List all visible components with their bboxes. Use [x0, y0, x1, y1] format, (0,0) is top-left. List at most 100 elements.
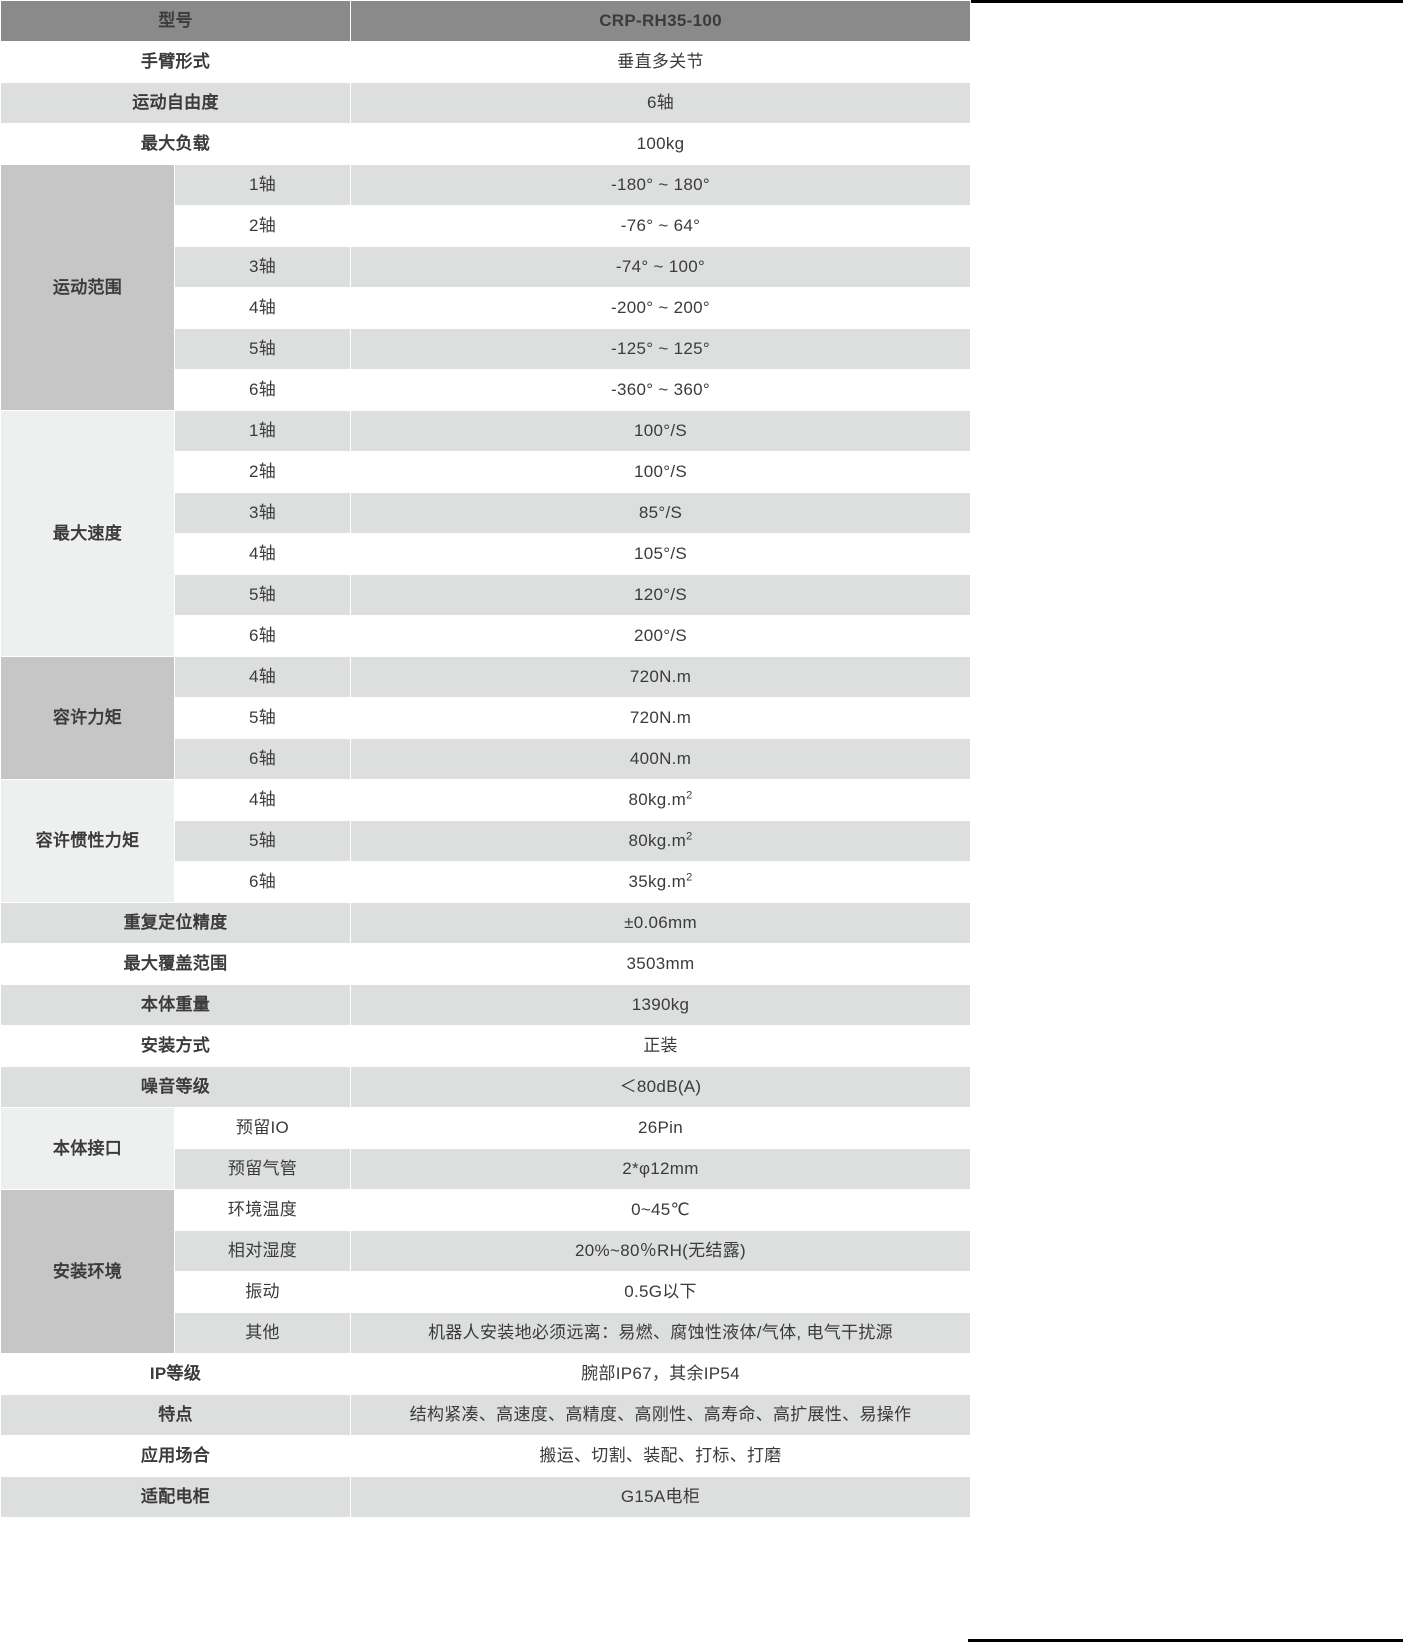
table-row: 容许力矩 4轴 720N.m — [1, 657, 971, 779]
row-value-cell: 80kg.m2 — [351, 780, 971, 820]
row-sublabel-cell: 预留气管 — [175, 1149, 351, 1189]
row-value-cell: ＜80dB(A) — [351, 1067, 971, 1107]
table-row: 振动 0.5G以下 — [1, 1272, 971, 1312]
row-value-cell: 0~45℃ — [351, 1190, 971, 1230]
row-value-cell: 3503mm — [351, 944, 971, 984]
row-sublabel-cell: 6轴 — [175, 862, 351, 902]
row-label-cell: 特点 — [1, 1395, 351, 1435]
row-value-cell: 100kg — [351, 124, 971, 164]
table-row: IP等级 腕部IP67，其余IP54 — [1, 1354, 971, 1394]
table-row: 5轴 -125° ~ 125° — [1, 329, 971, 369]
row-sublabel-cell: 4轴 — [175, 534, 351, 574]
table-row: 6轴 400N.m — [1, 739, 971, 779]
table-row: 5轴 80kg.m2 — [1, 821, 971, 861]
row-value-cell: 26Pin — [351, 1108, 971, 1148]
group-label-cell: 本体接口 — [1, 1108, 174, 1189]
row-value-cell: 100°/S — [351, 452, 971, 492]
table-row: 应用场合 搬运、切割、装配、打标、打磨 — [1, 1436, 971, 1476]
page-edge-artifact-top — [968, 0, 1403, 3]
table-row: 相对湿度 20%~80％RH(无结露) — [1, 1231, 971, 1271]
group-label-cell: 容许力矩 — [1, 657, 174, 779]
row-sublabel-cell: 环境温度 — [175, 1190, 351, 1230]
table-row: 本体接口 预留IO 26Pin — [1, 1108, 971, 1189]
table-row: 5轴 720N.m — [1, 698, 971, 738]
row-value-cell: ±0.06mm — [351, 903, 971, 943]
row-value-cell: -125° ~ 125° — [351, 329, 971, 369]
row-value-cell: -76° ~ 64° — [351, 206, 971, 246]
table-row: 适配电柜 G15A电柜 — [1, 1477, 971, 1517]
row-sublabel-cell: 5轴 — [175, 329, 351, 369]
row-value-cell: 20%~80％RH(无结露) — [351, 1231, 971, 1271]
row-sublabel-cell: 相对湿度 — [175, 1231, 351, 1271]
row-sublabel-cell: 其他 — [175, 1313, 351, 1353]
row-sublabel-cell: 振动 — [175, 1272, 351, 1312]
table-row: 5轴 120°/S — [1, 575, 971, 615]
row-value-cell: -200° ~ 200° — [351, 288, 971, 328]
row-value-cell: 85°/S — [351, 493, 971, 533]
table-row: 运动自由度 6轴 — [1, 83, 971, 123]
table-row: 2轴 100°/S — [1, 452, 971, 492]
row-sublabel-cell: 1轴 — [175, 411, 351, 451]
row-value-cell: 搬运、切割、装配、打标、打磨 — [351, 1436, 971, 1476]
table-row: 特点 结构紧凑、高速度、高精度、高刚性、高寿命、高扩展性、易操作 — [1, 1395, 971, 1435]
row-value-cell: 1390kg — [351, 985, 971, 1025]
row-value-cell: 720N.m — [351, 698, 971, 738]
row-value-cell: 720N.m — [351, 657, 971, 697]
row-value-cell: 2*φ12mm — [351, 1149, 971, 1189]
header-model-cell: CRP-RH35-100 — [351, 1, 971, 41]
table-row: 6轴 35kg.m2 — [1, 862, 971, 902]
row-sublabel-cell: 6轴 — [175, 370, 351, 410]
table-row: 最大负载 100kg — [1, 124, 971, 164]
row-sublabel-cell: 4轴 — [175, 780, 351, 820]
row-label-cell: 最大覆盖范围 — [1, 944, 351, 984]
table-row: 本体重量 1390kg — [1, 985, 971, 1025]
row-value-cell: 200°/S — [351, 616, 971, 656]
row-sublabel-cell: 5轴 — [175, 575, 351, 615]
group-label-cell: 安装环境 — [1, 1190, 174, 1353]
spec-table-body: 型号 CRP-RH35-100 手臂形式 垂直多关节 运动自由度 6轴 最大负载 100kg 运… — [1, 1, 971, 1517]
row-sublabel-cell: 1轴 — [175, 165, 351, 205]
header-label-cell: 型号 — [1, 1, 351, 41]
row-value-cell: 105°/S — [351, 534, 971, 574]
row-label-cell: 手臂形式 — [1, 42, 351, 82]
table-row: 重复定位精度 ±0.06mm — [1, 903, 971, 943]
table-row: 最大覆盖范围 3503mm — [1, 944, 971, 984]
row-label-cell: 应用场合 — [1, 1436, 351, 1476]
row-label-cell: 重复定位精度 — [1, 903, 351, 943]
table-row: 其他 机器人安装地必须远离：易燃、腐蚀性液体/气体, 电气干扰源 — [1, 1313, 971, 1353]
row-label-cell: IP等级 — [1, 1354, 351, 1394]
table-row: 3轴 -74° ~ 100° — [1, 247, 971, 287]
row-label-cell: 本体重量 — [1, 985, 351, 1025]
row-value-cell: 0.5G以下 — [351, 1272, 971, 1312]
row-value-cell: 结构紧凑、高速度、高精度、高刚性、高寿命、高扩展性、易操作 — [351, 1395, 971, 1435]
row-value-cell: 80kg.m2 — [351, 821, 971, 861]
row-value-cell: 机器人安装地必须远离：易燃、腐蚀性液体/气体, 电气干扰源 — [351, 1313, 971, 1353]
row-sublabel-cell: 4轴 — [175, 288, 351, 328]
table-row: 运动范围 1轴 -180° ~ 180° — [1, 165, 971, 410]
page-edge-artifact-bottom — [968, 1639, 1403, 1642]
table-row: 手臂形式 垂直多关节 — [1, 42, 971, 82]
row-sublabel-cell: 3轴 — [175, 247, 351, 287]
table-row: 6轴 -360° ~ 360° — [1, 370, 971, 410]
row-sublabel-cell: 预留IO — [175, 1108, 351, 1148]
row-sublabel-cell: 6轴 — [175, 616, 351, 656]
row-sublabel-cell: 5轴 — [175, 698, 351, 738]
table-row: 6轴 200°/S — [1, 616, 971, 656]
row-value-cell: 6轴 — [351, 83, 971, 123]
table-row: 安装方式 正装 — [1, 1026, 971, 1066]
row-value-cell: 400N.m — [351, 739, 971, 779]
group-label-cell: 运动范围 — [1, 165, 174, 410]
row-sublabel-cell: 2轴 — [175, 206, 351, 246]
row-value-cell: 正装 — [351, 1026, 971, 1066]
table-row: 最大速度 1轴 100°/S — [1, 411, 971, 656]
table-header-row: 型号 CRP-RH35-100 — [1, 1, 971, 41]
table-row: 容许惯性力矩 4轴 80kg.m2 — [1, 780, 971, 902]
table-row: 2轴 -76° ~ 64° — [1, 206, 971, 246]
group-label-cell: 容许惯性力矩 — [1, 780, 174, 902]
row-sublabel-cell: 2轴 — [175, 452, 351, 492]
row-sublabel-cell: 6轴 — [175, 739, 351, 779]
table-row: 噪音等级 ＜80dB(A) — [1, 1067, 971, 1107]
row-value-cell: 腕部IP67，其余IP54 — [351, 1354, 971, 1394]
row-value-cell: -74° ~ 100° — [351, 247, 971, 287]
